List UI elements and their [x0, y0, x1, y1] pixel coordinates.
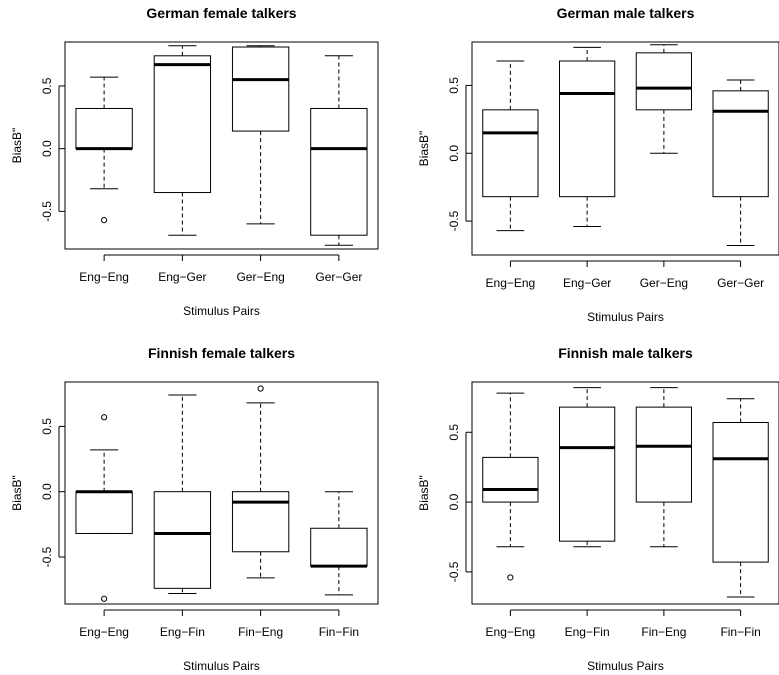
plot-frame — [471, 381, 779, 605]
iqr-box — [558, 60, 616, 198]
box-Eng−Ger — [153, 45, 212, 236]
panel-title: Finnish male talkers — [558, 345, 693, 361]
y-axis-label: BiasB" — [10, 128, 24, 164]
x-tick-label: Eng−Eng — [486, 625, 536, 639]
iqr-box — [75, 491, 133, 534]
x-tick-label: Eng−Eng — [486, 276, 536, 290]
plot-frame — [64, 41, 379, 250]
x-axis-label: Stimulus Pairs — [587, 310, 664, 324]
box-Eng−Fin — [153, 394, 212, 595]
iqr-box — [231, 46, 290, 132]
y-tick-label: 0.0 — [40, 140, 54, 157]
x-tick-label: Eng−Eng — [79, 270, 129, 284]
box-Fin−Fin — [712, 398, 769, 598]
box-Fin−Fin — [310, 491, 368, 596]
iqr-box — [558, 406, 616, 542]
x-tick-label: Eng−Fin — [160, 625, 205, 639]
y-axis-label: BiasB" — [417, 131, 431, 167]
iqr-box — [310, 527, 368, 567]
outlier-point — [101, 595, 108, 602]
box-Eng−Eng — [75, 414, 133, 602]
box-Eng−Eng — [482, 392, 539, 581]
panel-3: Finnish female talkers -0.5 0.0 0.5 BiasB" En… — [10, 345, 379, 673]
x-tick-label: Fin−Eng — [641, 625, 686, 639]
panel-title: German female talkers — [146, 5, 296, 21]
panel-title: Finnish female talkers — [148, 345, 295, 361]
iqr-box — [310, 107, 368, 236]
box-Eng−Eng — [75, 76, 133, 224]
x-tick-label: Ger−Ger — [717, 276, 764, 290]
iqr-box — [153, 55, 212, 194]
y-axis-label: BiasB" — [10, 475, 24, 511]
panel-title: German male talkers — [557, 5, 695, 21]
y-tick-label: 0.0 — [447, 493, 461, 510]
outlier-point — [257, 385, 264, 392]
y-tick-label: 0.5 — [447, 424, 461, 441]
box-Eng−Eng — [482, 60, 539, 232]
iqr-box — [153, 491, 212, 589]
x-axis-label: Stimulus Pairs — [183, 304, 260, 318]
plot-frame — [64, 381, 379, 605]
outlier-point — [101, 414, 108, 421]
y-tick-label: 0.0 — [40, 483, 54, 500]
y-tick-label: -0.5 — [40, 546, 54, 567]
x-axis-label: Stimulus Pairs — [183, 659, 260, 673]
box-Ger−Ger — [712, 79, 769, 247]
y-tick-label: -0.5 — [447, 210, 461, 231]
panel-4: Finnish male talkers -0.5 0.0 0.5 BiasB" Eng−… — [417, 345, 779, 673]
y-tick-label: -0.5 — [40, 201, 54, 222]
outlier-point — [507, 574, 514, 581]
y-axis-label: BiasB" — [417, 475, 431, 511]
y-tick-label: -0.5 — [447, 561, 461, 582]
iqr-box — [712, 90, 769, 198]
x-tick-label: Fin−Fin — [319, 625, 359, 639]
iqr-box — [635, 406, 693, 503]
panel-1: German female talkers -0.5 0.0 0.5 BiasB" Eng… — [10, 5, 379, 318]
x-tick-label: Eng−Eng — [79, 625, 129, 639]
x-tick-label: Ger−Ger — [315, 270, 362, 284]
box-Eng−Ger — [558, 46, 616, 228]
plot-frame — [471, 41, 779, 256]
x-tick-label: Ger−Eng — [236, 270, 284, 284]
y-tick-label: 0.5 — [447, 77, 461, 94]
iqr-box — [482, 456, 539, 503]
iqr-box — [712, 421, 769, 563]
y-tick-label: 0.5 — [40, 418, 54, 435]
iqr-box — [75, 107, 133, 150]
panel-2: German male talkers -0.5 0.0 0.5 BiasB" Eng−E… — [417, 5, 779, 324]
x-tick-label: Eng−Ger — [158, 270, 206, 284]
y-tick-label: 0.5 — [40, 77, 54, 94]
box-Ger−Eng — [635, 44, 693, 154]
x-axis-label: Stimulus Pairs — [587, 659, 664, 673]
y-tick-label: 0.0 — [447, 145, 461, 162]
x-tick-label: Fin−Fin — [720, 625, 760, 639]
iqr-box — [635, 52, 693, 111]
box-Ger−Ger — [310, 55, 368, 246]
box-Ger−Eng — [231, 45, 290, 225]
iqr-box — [482, 109, 539, 198]
box-Fin−Eng — [231, 385, 290, 579]
x-tick-label: Eng−Fin — [565, 625, 610, 639]
x-tick-label: Eng−Ger — [563, 276, 611, 290]
box-Eng−Fin — [558, 387, 616, 548]
box-Fin−Eng — [635, 387, 693, 548]
x-tick-label: Fin−Eng — [238, 625, 283, 639]
x-tick-label: Ger−Eng — [640, 276, 688, 290]
outlier-point — [101, 217, 108, 224]
